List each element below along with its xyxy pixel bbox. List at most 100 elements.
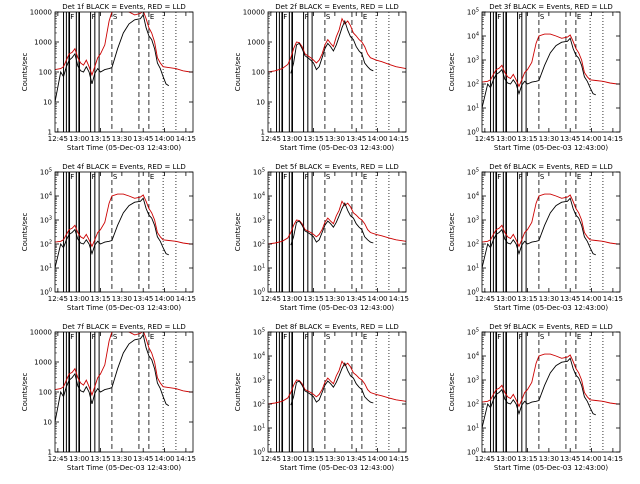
detector-panel: Det 5f BLACK = Events, RED = LLD F F S E 12:4…: [234, 163, 409, 312]
x-axis-label: Start Time (05-Dec-03 12:43:00): [494, 144, 608, 152]
marker-label: S: [326, 13, 331, 21]
y-tick-label: 101: [467, 104, 479, 113]
marker-label: S: [113, 173, 118, 181]
x-tick-label: 14:00: [581, 295, 601, 303]
lld-series-line: [482, 193, 620, 248]
y-axis-label: Counts/sec: [448, 213, 456, 252]
y-tick-label: 102: [467, 240, 479, 249]
marker-label: S: [113, 333, 118, 341]
y-tick-label: 102: [467, 80, 479, 89]
x-tick-label: 14:15: [176, 455, 196, 463]
y-tick-label: 104: [253, 192, 265, 201]
x-tick-label: 12:45: [261, 135, 281, 143]
x-tick-label: 13:15: [90, 135, 110, 143]
panel-title: Det 3f BLACK = Events, RED = LLD: [489, 3, 612, 11]
x-tick-label: 13:00: [496, 295, 516, 303]
marker-label: F: [519, 173, 523, 181]
y-tick-label: 100: [252, 69, 265, 77]
plot-frame: [481, 331, 621, 453]
y-tick-label: 104: [467, 352, 479, 361]
x-axis-label: Start Time (05-Dec-03 12:43:00): [67, 464, 181, 472]
y-tick-label: 102: [467, 400, 479, 409]
y-tick-label: 105: [467, 8, 479, 17]
marker-label: E: [577, 333, 581, 341]
y-tick-label: 1: [48, 129, 52, 137]
x-tick-label: 13:45: [346, 455, 366, 463]
y-tick-label: 100: [467, 128, 479, 137]
events-series-line: [482, 37, 596, 109]
panel-title: Det 1f BLACK = Events, RED = LLD: [62, 3, 185, 11]
marker-label: S: [326, 173, 331, 181]
marker-label: F: [92, 333, 96, 341]
x-tick-label: 13:30: [539, 295, 559, 303]
x-tick-label: 13:30: [112, 135, 132, 143]
y-tick-label: 104: [253, 352, 265, 361]
lld-series-line: [482, 353, 620, 408]
x-tick-label: 13:30: [539, 455, 559, 463]
lld-series-line: [55, 193, 193, 248]
x-tick-label: 13:00: [69, 455, 89, 463]
x-tick-label: 13:30: [325, 455, 345, 463]
y-tick-label: 100: [39, 69, 52, 77]
x-tick-label: 14:00: [154, 295, 174, 303]
x-tick-label: 13:00: [282, 135, 302, 143]
marker-label: F: [305, 173, 309, 181]
x-tick-label: 13:45: [133, 295, 153, 303]
x-tick-label: 13:30: [112, 455, 132, 463]
x-axis-label: Start Time (05-Dec-03 12:43:00): [67, 144, 181, 152]
marker-label: S: [540, 333, 545, 341]
marker-label: E: [363, 173, 367, 181]
y-tick-label: 10000: [243, 9, 265, 17]
y-tick-label: 105: [40, 168, 52, 177]
x-axis-label: Start Time (05-Dec-03 12:43:00): [280, 144, 394, 152]
x-tick-label: 14:15: [603, 295, 623, 303]
y-axis-label: Counts/sec: [21, 373, 29, 412]
plot-frame: [54, 331, 194, 453]
detector-panel: Det 8f BLACK = Events, RED = LLD F F S E 12:4…: [234, 323, 409, 472]
y-tick-label: 100: [39, 389, 52, 397]
y-axis-label: Counts/sec: [448, 53, 456, 92]
lld-series-line: [268, 360, 406, 405]
x-tick-label: 13:45: [346, 295, 366, 303]
x-tick-label: 14:15: [176, 295, 196, 303]
y-tick-label: 103: [253, 216, 265, 225]
x-tick-label: 13:15: [303, 295, 323, 303]
y-tick-label: 101: [253, 424, 265, 433]
x-tick-label: 13:30: [325, 295, 345, 303]
lld-series-line: [268, 17, 406, 73]
detector-panel: Det 7f BLACK = Events, RED = LLD F F S E 12:4…: [21, 323, 196, 472]
x-tick-label: 13:15: [517, 135, 537, 143]
detector-panel: Det 1f BLACK = Events, RED = LLD F F S E 12:4…: [21, 3, 196, 152]
x-tick-label: 12:45: [261, 455, 281, 463]
x-tick-label: 12:45: [48, 135, 68, 143]
x-tick-label: 13:30: [112, 295, 132, 303]
x-tick-label: 13:15: [90, 455, 110, 463]
y-axis-label: Counts/sec: [21, 213, 29, 252]
y-tick-label: 103: [40, 216, 52, 225]
x-tick-label: 13:30: [539, 135, 559, 143]
y-tick-label: 104: [467, 32, 479, 41]
y-tick-label: 10: [43, 419, 52, 427]
x-tick-label: 13:45: [133, 135, 153, 143]
y-tick-label: 10000: [30, 329, 52, 337]
marker-label: E: [150, 13, 154, 21]
marker-label: F: [92, 173, 96, 181]
x-tick-label: 13:15: [303, 455, 323, 463]
x-tick-label: 13:45: [133, 455, 153, 463]
x-axis-label: Start Time (05-Dec-03 12:43:00): [494, 304, 608, 312]
y-tick-label: 103: [467, 376, 479, 385]
plot-frame: [267, 11, 407, 133]
x-tick-label: 12:45: [261, 295, 281, 303]
x-axis-label: Start Time (05-Dec-03 12:43:00): [67, 304, 181, 312]
x-axis-label: Start Time (05-Dec-03 12:43:00): [280, 304, 394, 312]
marker-label: F: [305, 13, 309, 21]
x-tick-label: 12:45: [48, 295, 68, 303]
x-tick-label: 13:15: [303, 135, 323, 143]
plot-frame: [267, 171, 407, 293]
marker-label: F: [497, 173, 501, 181]
x-tick-label: 13:45: [346, 135, 366, 143]
y-tick-label: 10: [43, 99, 52, 107]
y-tick-label: 10000: [30, 9, 52, 17]
marker-label: F: [92, 13, 96, 21]
